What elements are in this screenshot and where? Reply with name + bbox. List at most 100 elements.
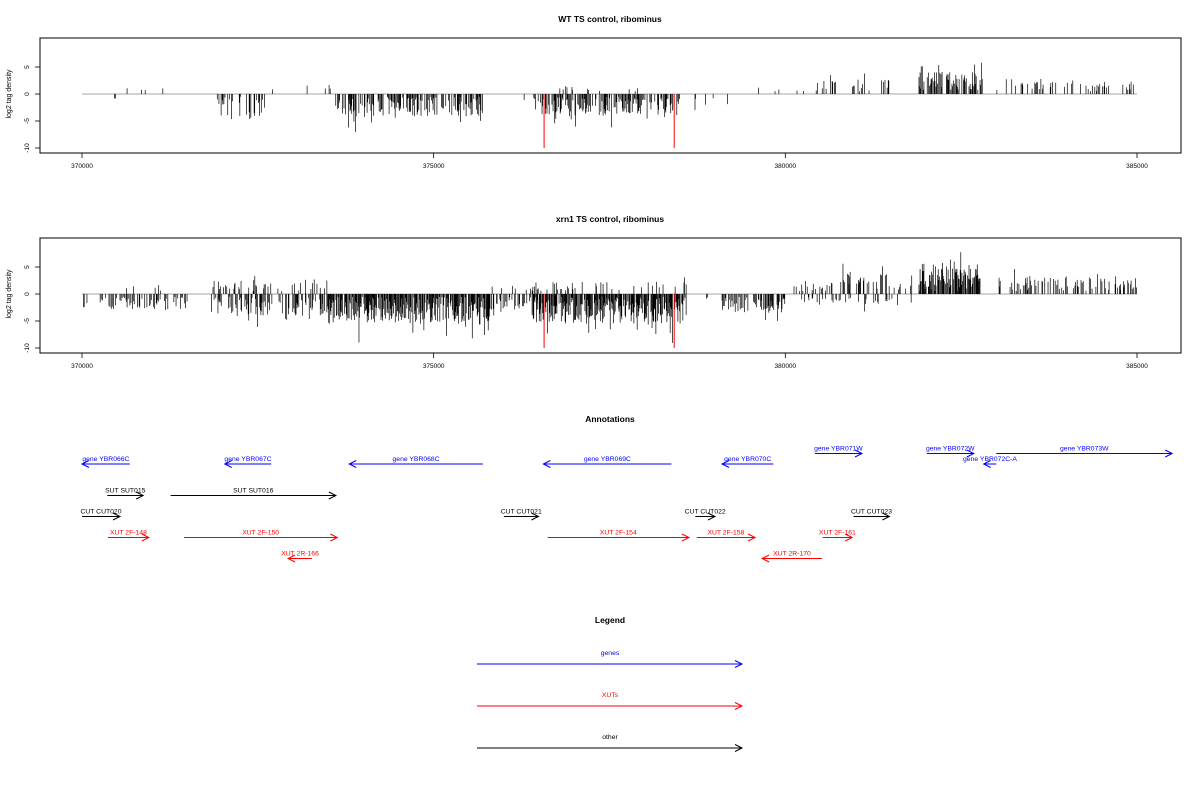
y-tick-label: -5	[24, 318, 31, 324]
highlight-lines	[543, 294, 675, 348]
feature-label: gene YBR070C	[724, 456, 771, 463]
feature-xut-2r-170: XUT 2R-170	[761, 551, 822, 563]
feature-label: gene YBR067C	[224, 456, 271, 463]
feature-xut-2f-154: XUT 2F-154	[547, 530, 691, 542]
feature-arrowhead	[747, 533, 757, 542]
feature-label: gene YBR071W	[814, 446, 863, 453]
track-panel-xrn1: xrn1 TS control, ribominus log2 tag dens…	[6, 214, 1182, 370]
feature-arrowhead	[286, 554, 296, 563]
feature-arrowhead	[882, 512, 891, 521]
axis-ticks: 370000 375000 380000 385000 -10 -5 0 5	[24, 265, 1148, 370]
feature-cut-cut020: CUT CUT020	[80, 509, 122, 521]
track-panel-wt: WT TS control, ribominus log2 tag densit…	[6, 14, 1182, 170]
x-tick-label: 385000	[1126, 363, 1148, 370]
feature-xut-2f-161: XUT 2F-161	[819, 530, 856, 542]
plot-frame	[39, 37, 1182, 154]
feature-gene-ybr069c: gene YBR069C	[542, 456, 672, 468]
feature-arrowhead	[761, 554, 770, 563]
feature-gene-ybr070c: gene YBR070C	[720, 456, 774, 468]
feature-label: gene YBR073W	[1060, 446, 1109, 453]
feature-arrowhead	[681, 533, 691, 542]
axis-ticks: 370000 375000 380000 385000 -10 -5 0 5	[24, 65, 1148, 170]
y-tick-label: -10	[24, 143, 31, 153]
x-tick-label: 380000	[774, 163, 796, 170]
feature-arrowhead	[223, 460, 233, 468]
feature-label: XUT 2F-158	[707, 530, 744, 537]
x-tick-label: 380000	[774, 363, 796, 370]
feature-arrowhead	[542, 460, 551, 468]
bars	[82, 252, 1137, 343]
x-tick-label: 370000	[71, 163, 93, 170]
legend-arrowhead	[734, 702, 744, 710]
y-axis-label: log2 tag density	[6, 269, 13, 319]
feature-xut-2f-148: XUT 2F-148	[108, 530, 150, 542]
feature-label: gene YBR072C-A	[963, 456, 1017, 463]
annotations-title: Annotations	[585, 414, 635, 424]
feature-label: SUT SUT016	[233, 488, 274, 495]
feature-cut-cut021: CUT CUT021	[501, 509, 542, 521]
feature-label: XUT 2F-154	[600, 530, 637, 537]
feature-label: CUT CUT023	[851, 509, 892, 516]
feature-label: CUT CUT020	[80, 509, 121, 516]
feature-arrowhead	[707, 512, 717, 521]
feature-label: CUT CUT022	[685, 509, 726, 516]
feature-label: XUT 2F-161	[819, 530, 856, 537]
feature-label: CUT CUT021	[501, 509, 542, 516]
x-tick-label: 385000	[1126, 163, 1148, 170]
feature-arrowhead	[141, 533, 150, 542]
feature-label: XUT 2R-170	[773, 551, 811, 558]
annotations-panel: Annotations gene YBR066C gene YBR067C gene…	[80, 414, 1174, 563]
legend: Legend genes XUTs other	[477, 615, 744, 752]
feature-cut-cut023: CUT CUT023	[851, 509, 892, 521]
x-tick-label: 375000	[423, 363, 445, 370]
x-tick-label: 370000	[71, 363, 93, 370]
feature-gene-ybr067c: gene YBR067C	[223, 456, 272, 468]
feature-arrowhead	[844, 533, 854, 542]
feature-gene-ybr066c: gene YBR066C	[80, 456, 130, 468]
feature-arrowhead	[135, 491, 145, 500]
feature-arrowhead	[531, 512, 540, 521]
feature-cut-cut022: CUT CUT022	[685, 509, 726, 521]
panel-title: xrn1 TS control, ribominus	[556, 214, 664, 224]
feature-gene-ybr071w: gene YBR071W	[814, 446, 863, 458]
panel-title: WT TS control, ribominus	[558, 14, 662, 24]
feature-arrowhead	[720, 460, 730, 468]
y-tick-label: -5	[24, 118, 31, 124]
annotation-features: gene YBR066C gene YBR067C gene YBR068C gene…	[80, 446, 1174, 563]
feature-xut-2f-158: XUT 2F-158	[696, 530, 757, 542]
feature-arrowhead	[1164, 449, 1174, 458]
y-axis-label: log2 tag density	[6, 69, 13, 119]
feature-xut-2f-150: XUT 2F-150	[183, 530, 339, 542]
legend-label: other	[602, 734, 618, 741]
feature-label: gene YBR069C	[584, 456, 631, 463]
feature-arrowhead	[854, 449, 864, 458]
feature-gene-ybr068c: gene YBR068C	[348, 456, 483, 468]
highlight-lines	[543, 94, 675, 148]
feature-label: gene YBR066C	[82, 456, 129, 463]
feature-gene-ybr072c-a: gene YBR072C-A	[963, 456, 1017, 468]
legend-items: genes XUTs other	[477, 650, 744, 752]
bars	[82, 62, 1137, 133]
feature-arrowhead	[330, 533, 339, 542]
legend-title: Legend	[595, 615, 625, 625]
feature-sut-sut016: SUT SUT016	[170, 488, 338, 500]
feature-arrowhead	[982, 460, 991, 468]
y-tick-label: -10	[24, 343, 31, 353]
legend-item-other: other	[477, 734, 744, 752]
feature-gene-ybr072w: gene YBR072W	[926, 446, 975, 458]
y-tick-label: 0	[24, 92, 31, 96]
y-tick-label: 5	[24, 65, 31, 69]
feature-xut-2r-166: XUT 2R-166	[281, 551, 319, 563]
feature-label: gene YBR068C	[393, 456, 440, 463]
plot-frame	[39, 237, 1182, 354]
legend-item-genes: genes	[477, 650, 744, 668]
legend-label: XUTs	[602, 692, 619, 699]
feature-label: XUT 2R-166	[281, 551, 319, 558]
feature-label: SUT SUT015	[105, 488, 146, 495]
feature-sut-sut015: SUT SUT015	[105, 488, 146, 500]
feature-arrowhead	[112, 512, 122, 521]
y-tick-label: 5	[24, 265, 31, 269]
feature-label: XUT 2F-148	[110, 530, 147, 537]
legend-arrowhead	[734, 744, 744, 752]
